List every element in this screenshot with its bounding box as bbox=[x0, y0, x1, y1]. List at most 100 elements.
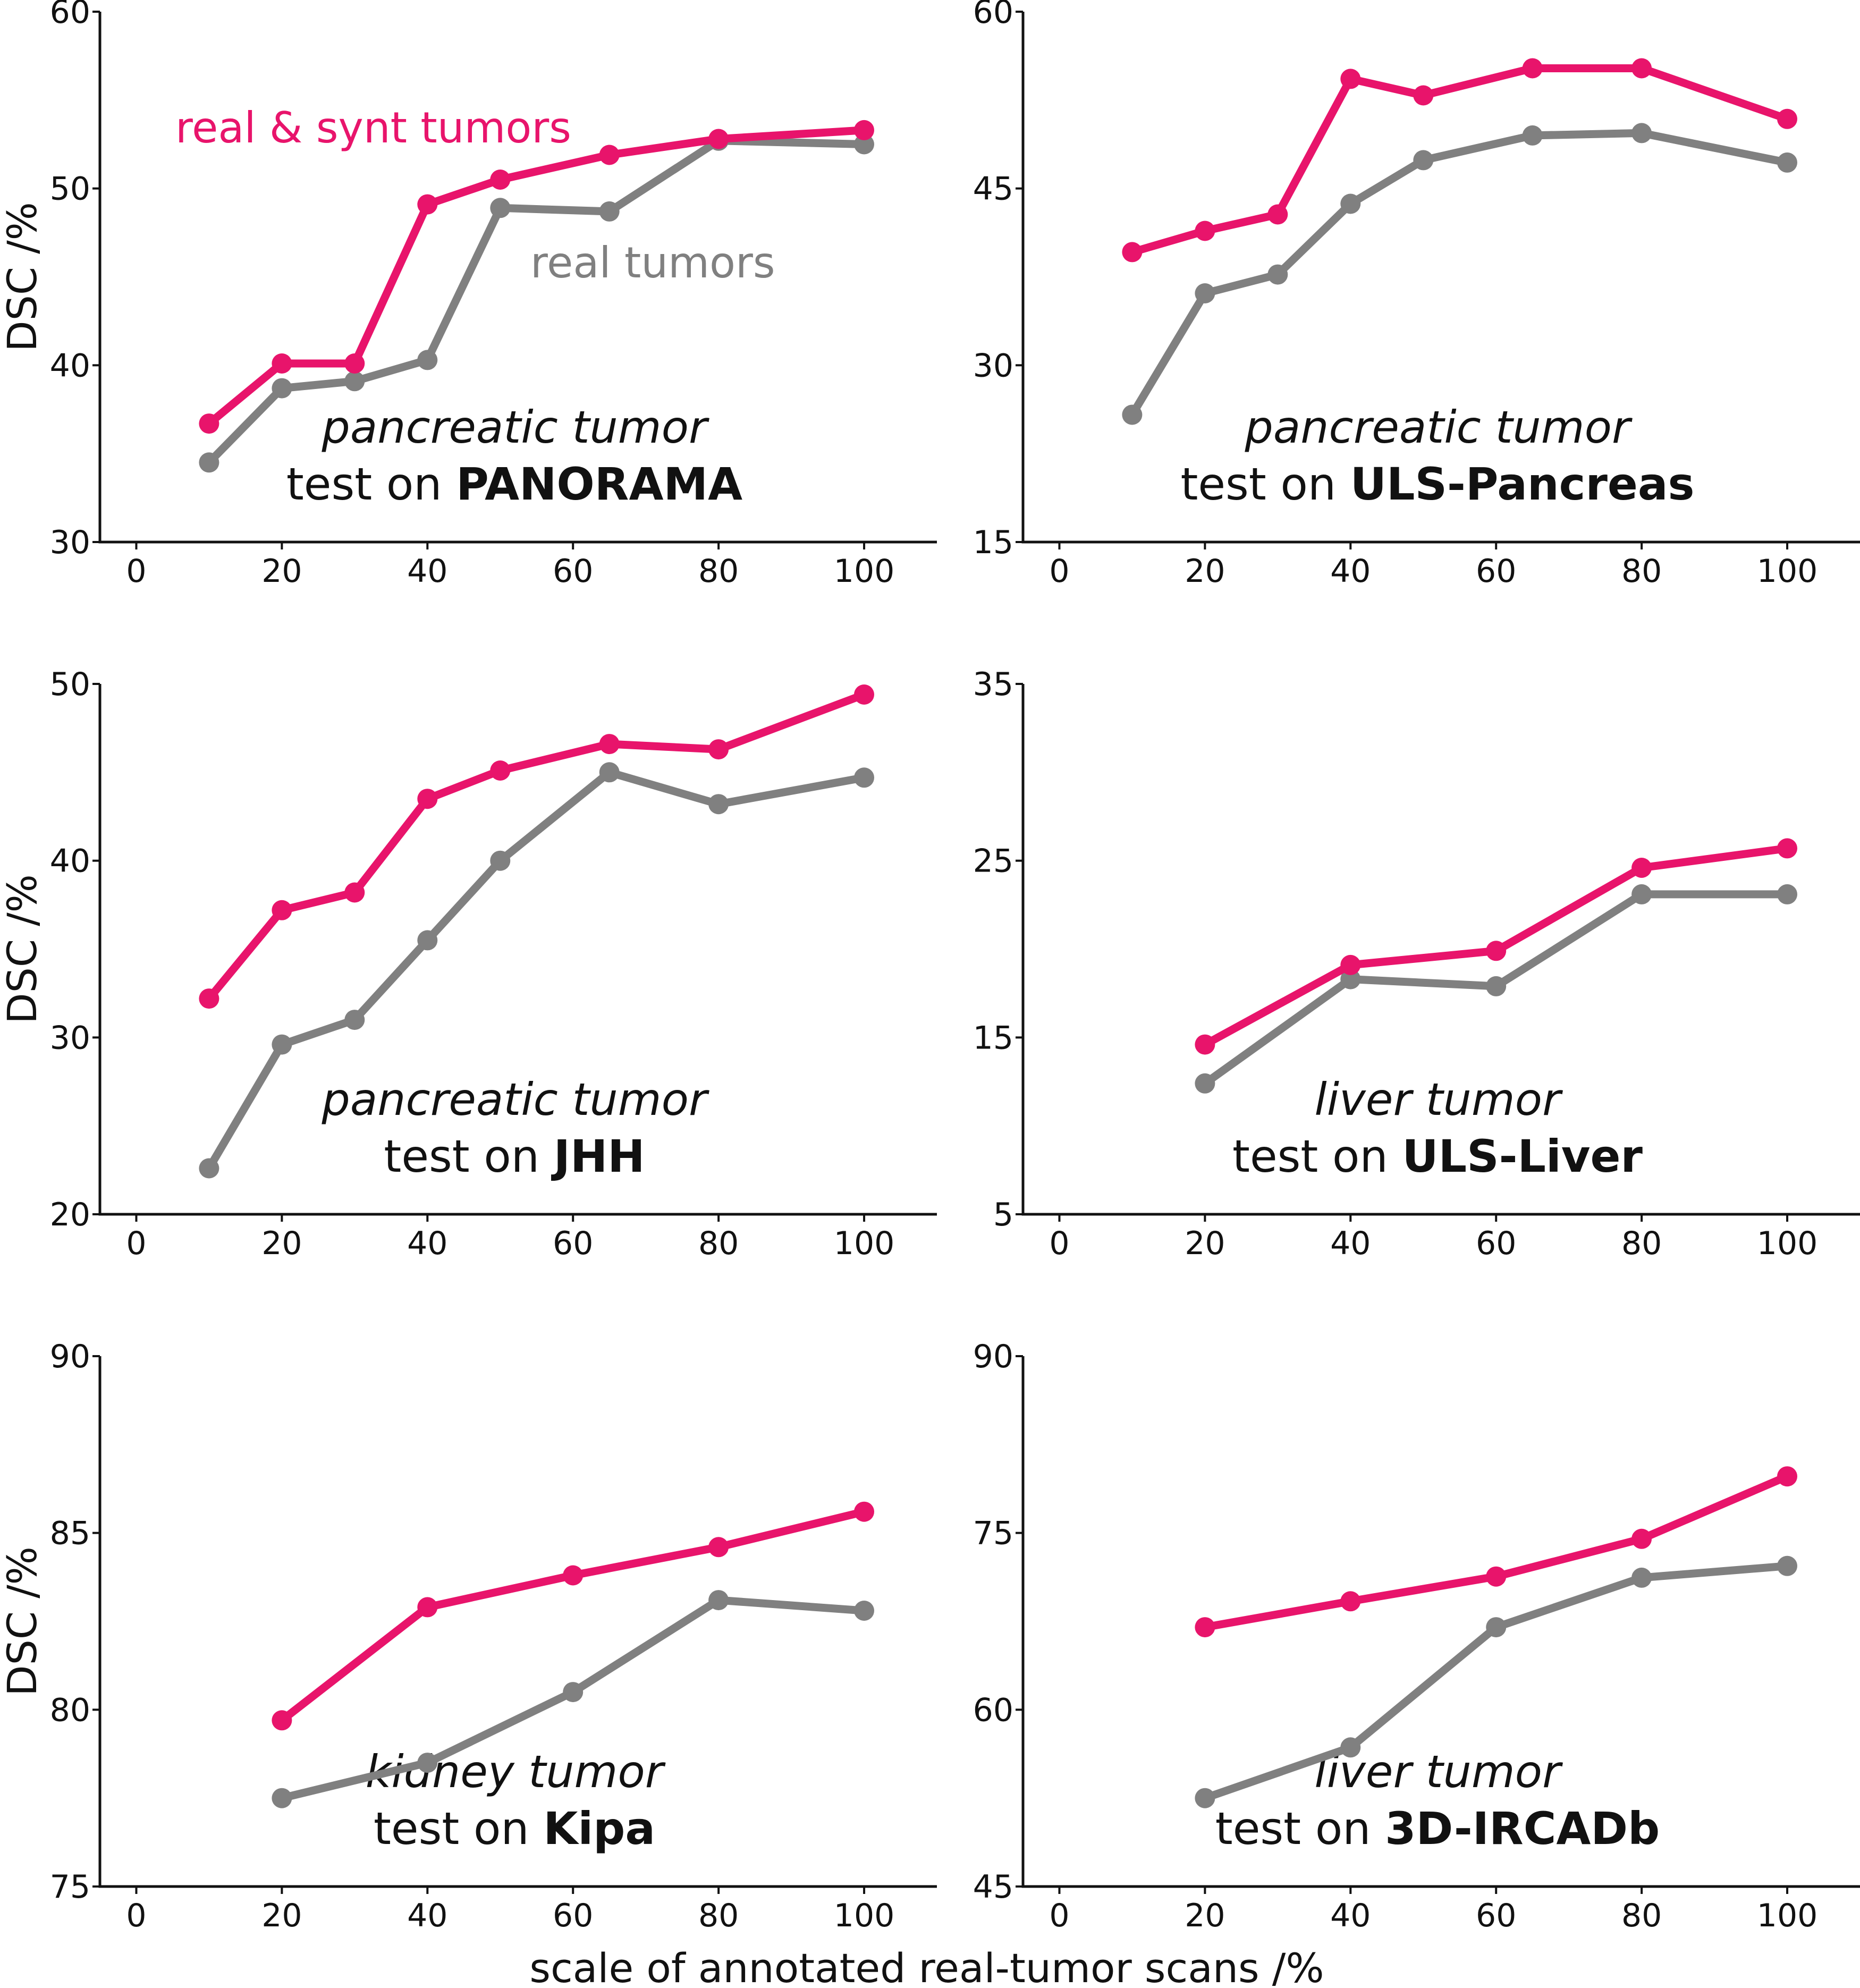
data-point-real-synt-tumors bbox=[563, 1565, 584, 1586]
data-point-real-synt-tumors bbox=[1631, 58, 1652, 79]
chart-panel-3: 20 30 40 50 0 20 40 60 80 100 DSC /% pancreatic tum… bbox=[0, 666, 937, 1262]
data-point-real-tumors bbox=[1195, 283, 1215, 303]
caption-test-set: test on JHH bbox=[384, 1130, 645, 1182]
data-point-real-synt-tumors bbox=[1486, 1566, 1507, 1587]
data-point-real-tumors bbox=[854, 134, 874, 155]
y-tick-label: 90 bbox=[973, 1338, 1013, 1375]
chart-panel-5: 75 80 85 90 0 20 40 60 80 100 DSC /% kidney tumorte… bbox=[0, 1338, 937, 1934]
data-point-real-synt-tumors bbox=[708, 739, 729, 760]
y-tick-label: 20 bbox=[50, 1196, 90, 1233]
y-tick-label: 50 bbox=[50, 171, 90, 208]
x-tick-label: 80 bbox=[698, 553, 739, 590]
y-tick-label: 5 bbox=[993, 1196, 1013, 1233]
x-tick-label: 100 bbox=[834, 1897, 895, 1934]
caption-tumor-type: pancreatic tumor bbox=[1245, 401, 1633, 453]
y-tick-label: 75 bbox=[973, 1515, 1013, 1552]
data-point-real-synt-tumors bbox=[490, 760, 511, 781]
y-tick-label: 35 bbox=[973, 666, 1013, 703]
data-point-real-tumors bbox=[1195, 1073, 1215, 1094]
data-point-real-tumors bbox=[1486, 1617, 1507, 1638]
data-point-real-tumors bbox=[1777, 884, 1797, 904]
series-line-real-synt-tumors bbox=[1128, 64, 1791, 256]
y-tick-label: 45 bbox=[973, 1868, 1013, 1906]
data-point-real-synt-tumors bbox=[1777, 1466, 1797, 1487]
chart-panel-1: 30 40 50 60 0 20 40 60 80 100 DSC /% pancreatic tum… bbox=[0, 0, 937, 590]
caption-test-set: test on ULS-Liver bbox=[1232, 1130, 1643, 1182]
data-point-real-tumors bbox=[417, 350, 438, 370]
data-point-real-synt-tumors bbox=[1631, 1528, 1652, 1549]
data-point-real-synt-tumors bbox=[708, 1537, 729, 1558]
x-tick-label: 80 bbox=[1621, 1897, 1662, 1934]
data-point-real-tumors bbox=[599, 201, 620, 222]
caption-test-set: test on ULS-Pancreas bbox=[1180, 458, 1694, 510]
x-tick-label: 60 bbox=[1476, 1897, 1516, 1934]
data-point-real-tumors bbox=[1413, 150, 1434, 171]
x-tick-label: 100 bbox=[1757, 1897, 1818, 1934]
y-tick-label: 25 bbox=[973, 843, 1013, 880]
x-tick-label: 80 bbox=[1621, 1225, 1662, 1262]
data-point-real-tumors bbox=[1522, 125, 1543, 146]
y-axis-label: DSC /% bbox=[0, 874, 46, 1024]
caption-dataset-name: Kipa bbox=[543, 1803, 655, 1855]
data-point-real-synt-tumors bbox=[854, 1501, 874, 1522]
y-tick-label: 75 bbox=[50, 1868, 90, 1906]
y-tick-label: 60 bbox=[973, 1691, 1013, 1729]
x-tick-label: 20 bbox=[1185, 553, 1225, 590]
data-point-real-synt-tumors bbox=[1413, 85, 1434, 106]
data-point-real-synt-tumors bbox=[599, 734, 620, 755]
data-point-real-synt-tumors bbox=[1267, 204, 1288, 225]
data-point-real-synt-tumors bbox=[272, 900, 292, 920]
data-point-real-tumors bbox=[272, 1034, 292, 1055]
data-point-real-tumors bbox=[1267, 264, 1288, 285]
data-point-real-tumors bbox=[1631, 123, 1652, 143]
x-tick-label: 20 bbox=[1185, 1225, 1225, 1262]
x-tick-label: 40 bbox=[1330, 1897, 1371, 1934]
data-point-real-tumors bbox=[708, 794, 729, 815]
x-tick-label: 80 bbox=[698, 1897, 739, 1934]
data-point-real-tumors bbox=[344, 1010, 365, 1030]
data-point-real-tumors bbox=[1122, 404, 1143, 425]
data-point-real-synt-tumors bbox=[1195, 1034, 1215, 1055]
data-point-real-tumors bbox=[599, 762, 620, 783]
data-point-real-tumors bbox=[1340, 969, 1361, 989]
data-point-real-synt-tumors bbox=[272, 1710, 292, 1731]
data-point-real-synt-tumors bbox=[417, 194, 438, 215]
data-point-real-synt-tumors bbox=[1486, 941, 1507, 961]
caption-dataset-name: 3D-IRCADb bbox=[1385, 1803, 1660, 1855]
x-tick-label: 80 bbox=[698, 1225, 739, 1262]
data-point-real-tumors bbox=[708, 1590, 729, 1611]
y-axis-label: DSC /% bbox=[0, 1546, 46, 1696]
x-tick-label: 0 bbox=[126, 1897, 146, 1934]
caption-prefix: test on bbox=[1215, 1803, 1385, 1855]
legend-real-tumors: real tumors bbox=[530, 238, 775, 287]
data-point-real-tumors bbox=[854, 1601, 874, 1621]
x-tick-label: 100 bbox=[1757, 553, 1818, 590]
data-point-real-tumors bbox=[1340, 1737, 1361, 1758]
data-point-real-tumors bbox=[199, 452, 219, 473]
caption-prefix: test on bbox=[1180, 458, 1350, 510]
data-point-real-synt-tumors bbox=[272, 353, 292, 374]
caption-dataset-name: ULS-Liver bbox=[1402, 1130, 1643, 1182]
caption-dataset-name: JHH bbox=[551, 1130, 645, 1182]
data-point-real-synt-tumors bbox=[1522, 58, 1543, 79]
x-tick-label: 20 bbox=[261, 1897, 302, 1934]
caption-test-set: test on PANORAMA bbox=[286, 458, 742, 510]
data-point-real-tumors bbox=[1777, 152, 1797, 173]
data-point-real-tumors bbox=[272, 378, 292, 399]
data-point-real-synt-tumors bbox=[1777, 108, 1797, 129]
caption-prefix: test on bbox=[1232, 1130, 1402, 1182]
data-point-real-synt-tumors bbox=[344, 882, 365, 903]
data-point-real-tumors bbox=[1777, 1555, 1797, 1576]
caption-prefix: test on bbox=[384, 1130, 553, 1182]
y-tick-label: 50 bbox=[50, 666, 90, 703]
data-point-real-synt-tumors bbox=[599, 145, 620, 165]
x-tick-label: 100 bbox=[1757, 1225, 1818, 1262]
data-point-real-synt-tumors bbox=[1340, 954, 1361, 975]
data-point-real-tumors bbox=[344, 371, 365, 392]
data-point-real-synt-tumors bbox=[199, 413, 219, 434]
data-point-real-tumors bbox=[1195, 1788, 1215, 1808]
caption-tumor-type: pancreatic tumor bbox=[322, 401, 709, 453]
data-point-real-tumors bbox=[1631, 884, 1652, 904]
